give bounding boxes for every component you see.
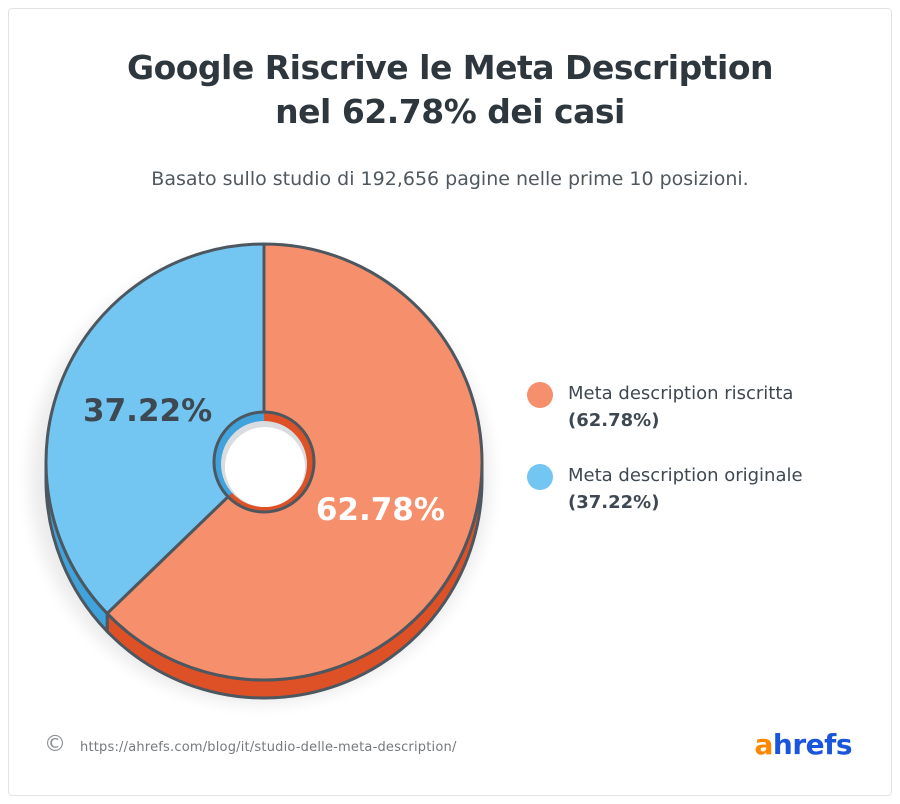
pie-slice-label: 37.22% (83, 393, 212, 429)
legend-item-riscritta: Meta description riscritta (62.78%) (527, 380, 803, 434)
pie-chart: 62.78% 37.22% (14, 212, 514, 722)
legend: Meta description riscritta (62.78%) Meta… (527, 380, 803, 544)
pie-slice (44, 242, 266, 615)
ahrefs-logo-part2: hrefs (772, 728, 853, 761)
page-title-line2: nel 62.78% dei casi (275, 91, 625, 131)
pie-slice-label: 62.78% (316, 492, 445, 528)
legend-label-riscritta: Meta description riscritta (568, 383, 794, 404)
legend-pct-originale: (37.22%) (568, 492, 660, 513)
donut-hole-rim (212, 410, 316, 514)
legend-label-originale: Meta description originale (568, 465, 803, 486)
page-title: Google Riscrive le Meta Description nel … (50, 46, 850, 133)
copyright-icon: © (44, 732, 66, 757)
page-title-line1: Google Riscrive le Meta Description (127, 48, 774, 87)
legend-pct-riscritta: (62.78%) (568, 410, 660, 431)
legend-swatch-originale-icon (527, 464, 553, 490)
donut-hole-center (225, 427, 305, 507)
ahrefs-logo: ahrefs (755, 728, 853, 761)
ahrefs-logo-part1: a (754, 728, 774, 761)
source-url: https://ahrefs.com/blog/it/studio-delle-… (80, 740, 457, 755)
pie-chart-svg: 62.78% 37.22% (30, 242, 490, 704)
page-subtitle: Basato sullo studio di 192,656 pagine ne… (151, 168, 749, 190)
legend-swatch-riscritta-icon (527, 382, 553, 408)
legend-item-originale: Meta description originale (37.22%) (527, 462, 803, 516)
